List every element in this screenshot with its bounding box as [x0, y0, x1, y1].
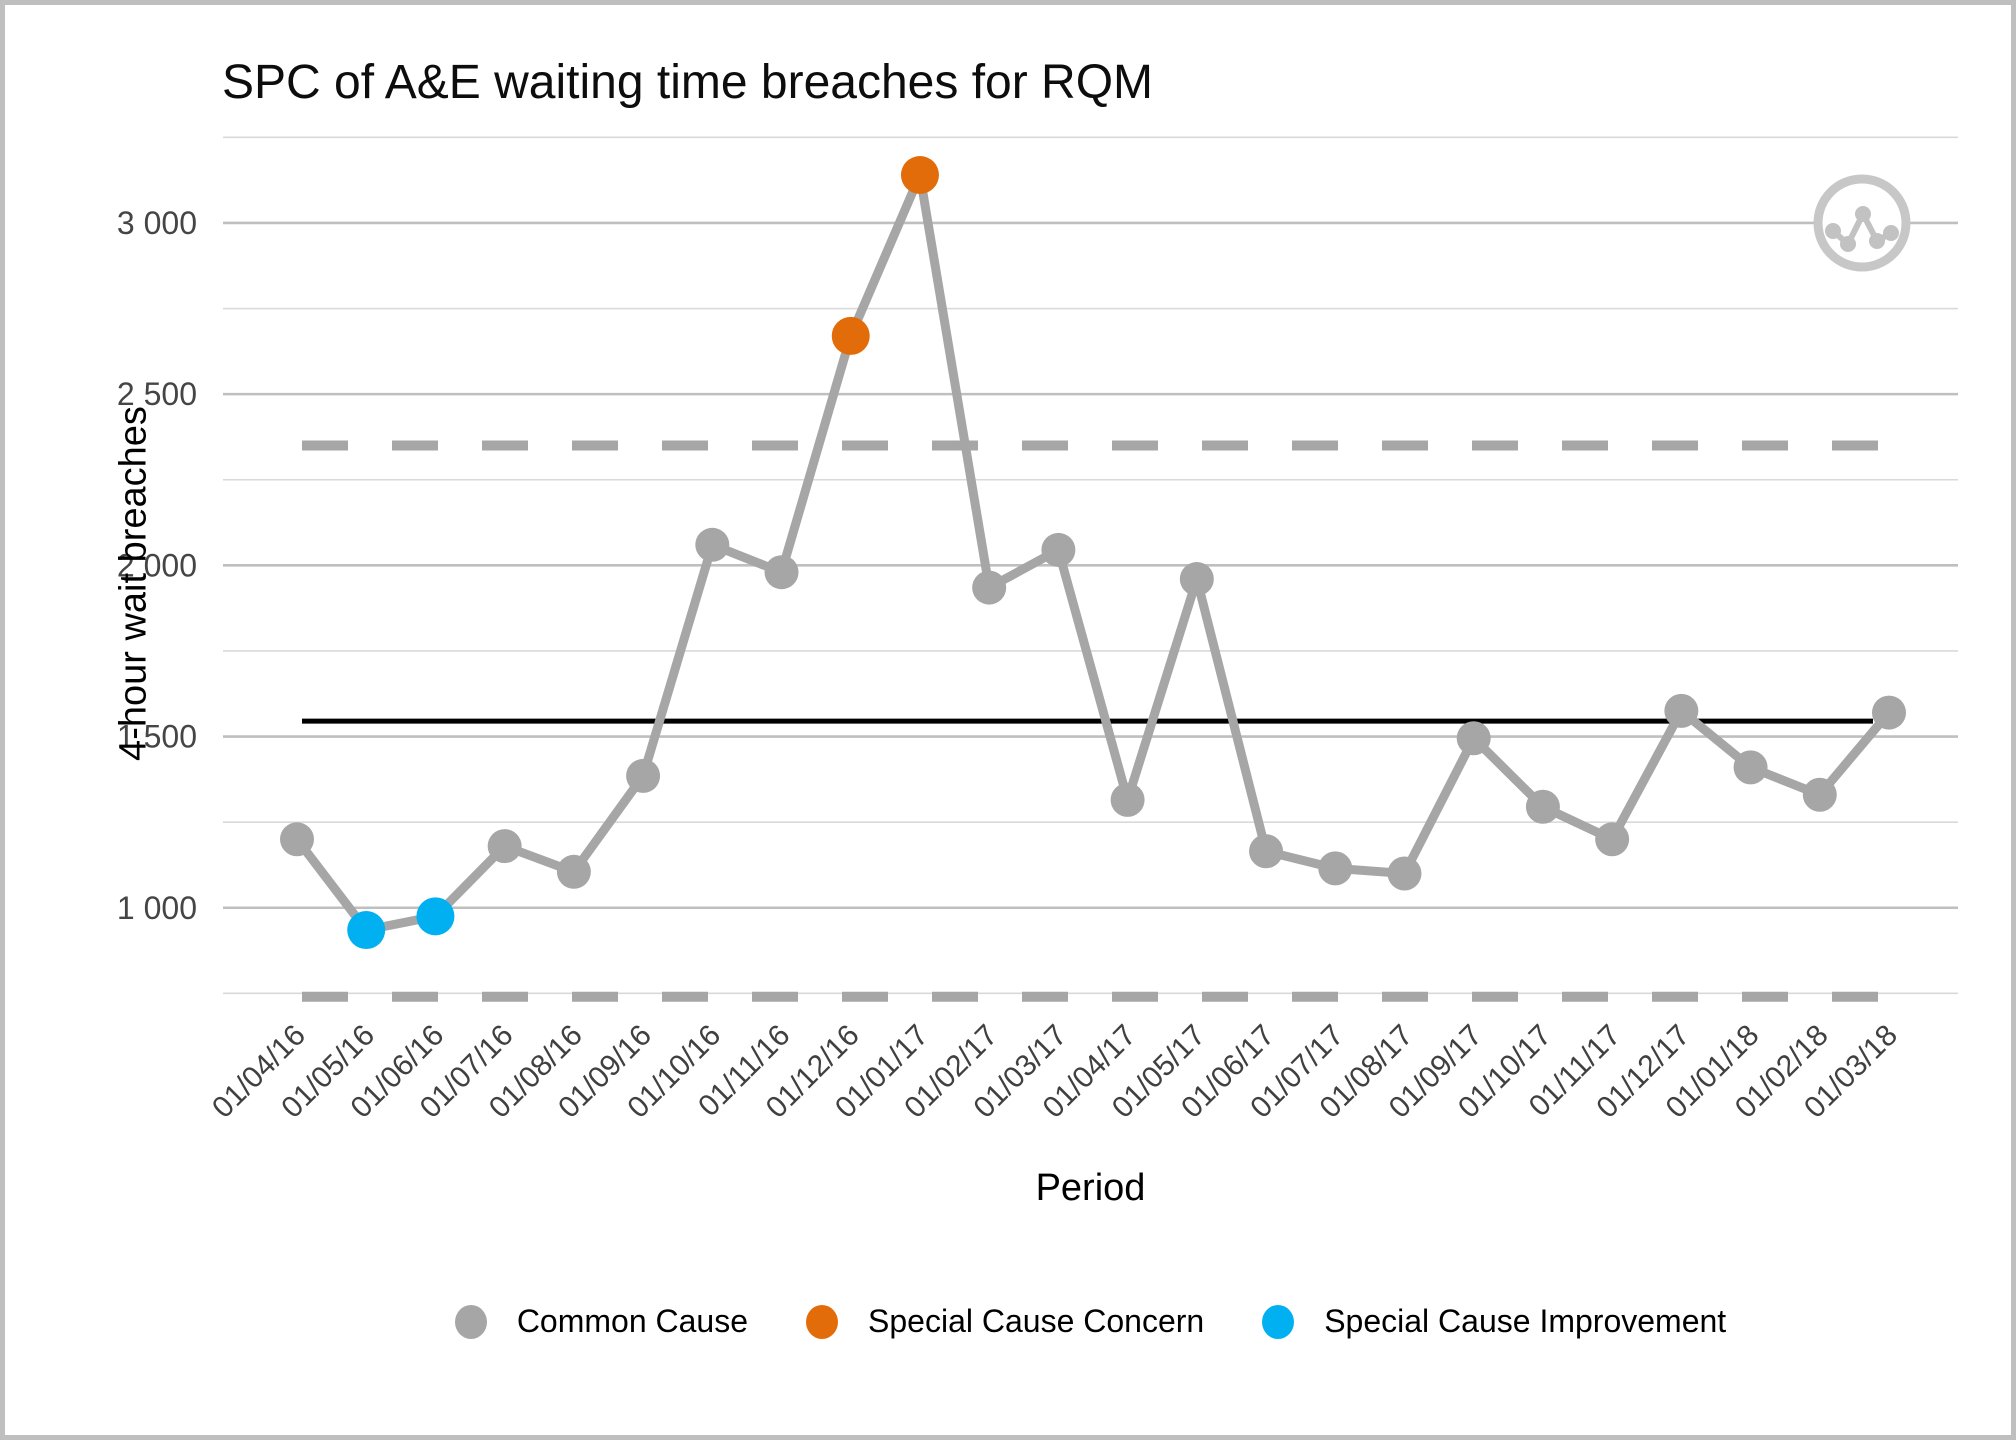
legend-label: Special Cause Improvement [1324, 1303, 1727, 1339]
data-point-concern [831, 316, 870, 355]
y-axis-title: 4-hour wait breaches [112, 406, 155, 761]
common-cause-dot-icon [454, 1304, 487, 1339]
spc-icon-glyph-dot [1869, 233, 1885, 249]
y-tick-label: 1 500 [117, 719, 197, 755]
special-cause-concern-dot-icon [806, 1304, 839, 1339]
chart-legend: Common Cause Special Cause Concern Speci… [223, 1303, 1958, 1340]
legend-item-common-cause: Common Cause [454, 1303, 749, 1340]
data-point-common [972, 570, 1007, 605]
data-point-concern [900, 155, 939, 194]
x-axis-title: Period [1035, 1167, 1146, 1209]
data-point-common [1664, 693, 1699, 728]
data-point-common [764, 555, 799, 590]
data-point-common [1456, 721, 1491, 756]
series-line [293, 170, 1893, 935]
spc-line-chart-icon [1813, 174, 1911, 272]
data-point-common [695, 527, 730, 562]
data-point-common [1249, 834, 1284, 869]
data-point-common [1179, 562, 1214, 597]
spc-icon-glyph-dot [1840, 236, 1856, 252]
special-cause-improvement-dot-icon [1262, 1304, 1295, 1339]
spc-icon-glyph-dot [1825, 223, 1841, 239]
data-point-improvement [347, 911, 386, 950]
data-point-common [556, 854, 591, 889]
spc-icon-glyph-dot [1883, 225, 1899, 241]
y-tick-label: 2 000 [117, 547, 197, 583]
data-point-improvement [416, 897, 455, 936]
y-tick-label: 1 000 [117, 890, 197, 926]
data-point-common [1318, 851, 1353, 886]
data-point-common [1802, 777, 1837, 812]
y-tick-label: 2 500 [117, 376, 197, 412]
legend-item-special-cause-improvement: Special Cause Improvement [1262, 1303, 1726, 1340]
data-point-common [626, 758, 661, 793]
y-tick-label: 3 000 [117, 205, 197, 241]
data-point-common [487, 829, 522, 864]
spc-icon-glyph-dot [1855, 206, 1871, 222]
data-point-common [1041, 532, 1076, 567]
data-point-common [1525, 789, 1560, 824]
data-point-common [1872, 695, 1906, 730]
data-point-common [1387, 856, 1422, 891]
legend-label: Common Cause [516, 1303, 749, 1339]
chart-title: SPC of A&E waiting time breaches for RQM [222, 56, 1154, 109]
legend-label: Special Cause Concern [868, 1303, 1205, 1339]
legend-item-special-cause-concern: Special Cause Concern [806, 1303, 1204, 1340]
data-point-common [1595, 822, 1630, 857]
data-point-common [1110, 782, 1145, 817]
data-point-common [280, 822, 314, 857]
data-point-common [1733, 750, 1768, 785]
